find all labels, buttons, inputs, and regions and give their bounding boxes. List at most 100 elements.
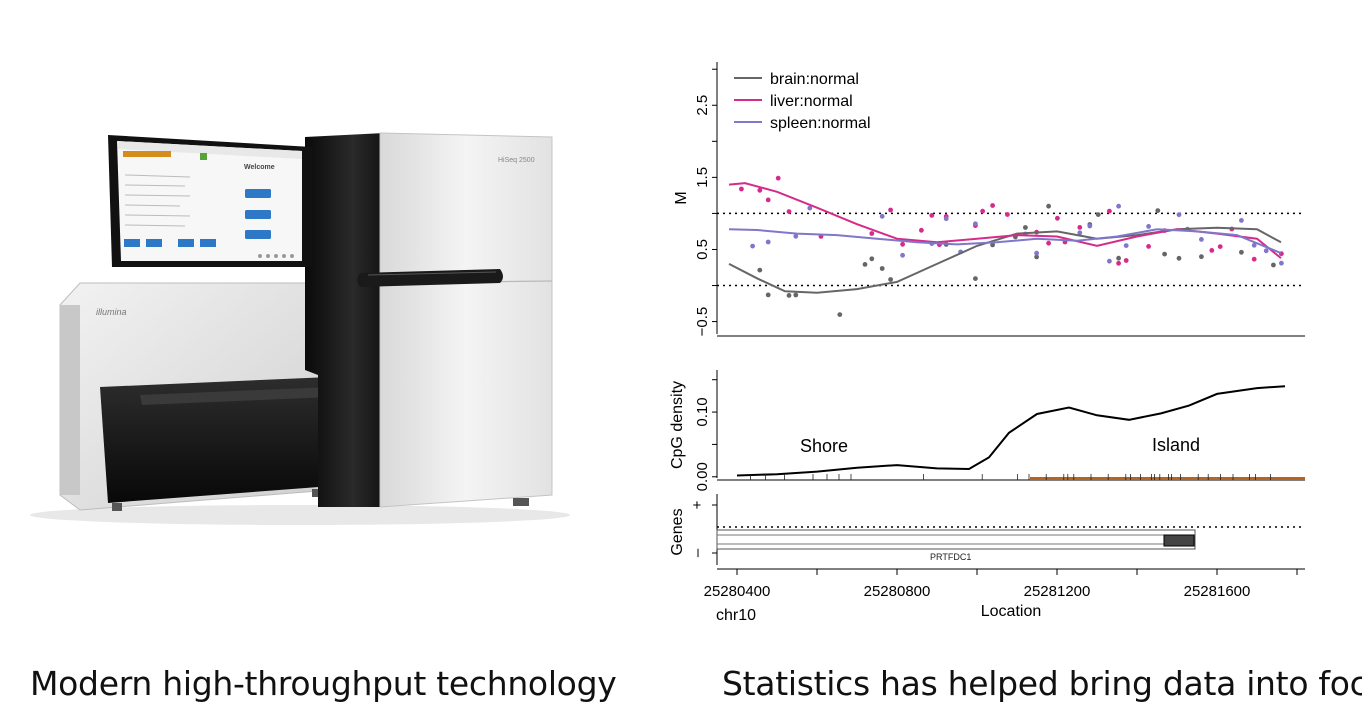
data-point-brain [990,242,995,248]
data-point-liver [1046,240,1051,246]
data-point-brain [786,293,792,298]
island-annotation: Island [1152,435,1200,455]
data-point-brain [869,256,875,262]
data-point-liver [869,231,875,236]
data-point-brain [1239,249,1244,255]
data-point-spleen [793,233,799,239]
data-point-spleen [1279,260,1284,266]
data-point-liver [1209,248,1215,253]
data-point-liver [1116,260,1121,266]
data-point-spleen [973,221,978,227]
m-tick-label: −0.5 [694,307,711,337]
left-caption: Modern high-throughput technology [30,664,617,703]
shore-annotation: Shore [800,436,848,456]
data-point-liver [1123,258,1129,263]
data-point-spleen [1034,250,1039,256]
data-point-brain [1095,212,1101,218]
methylation-figure: −0.5 0.5 1.5 2.5 M brain:normal liver:norma… [669,62,1305,624]
x-tick-label: 25281600 [1184,583,1251,600]
data-point-liver [1107,208,1112,214]
cpg-island-rug-bar [1030,477,1305,480]
screen-welcome: Welcome [244,164,275,171]
right-caption: Statistics has helped bring data into fo… [722,664,1362,703]
m-axis-label: M [673,191,690,204]
data-point-liver [1055,215,1060,221]
data-point-brain [1116,255,1121,261]
m-tick-label: 1.5 [694,167,711,188]
data-point-brain [862,262,868,267]
data-point-brain [1023,225,1028,230]
data-point-liver [1005,212,1010,217]
genes-plus-label: + [689,500,706,509]
x-tick-label: 25280800 [864,583,931,600]
data-point-brain [1155,208,1161,214]
data-point-spleen [750,243,755,249]
gene-body-outer [716,529,1196,550]
data-point-spleen [1077,230,1083,236]
data-point-spleen [1123,243,1129,249]
data-point-liver [919,227,924,233]
data-point-brain [888,277,893,282]
data-point-spleen [1176,212,1182,218]
data-point-spleen [1239,218,1244,223]
data-point-brain [837,312,843,317]
data-point-liver [1251,256,1257,262]
data-point-liver [929,213,935,218]
data-point-brain [765,292,771,298]
data-point-liver [775,175,781,181]
data-point-liver [765,197,771,203]
data-point-spleen [1263,248,1269,254]
cpg-density-line [736,385,1286,477]
data-point-brain [1271,262,1276,268]
data-point-liver [757,187,763,193]
data-point-brain [1162,251,1167,257]
data-point-liver [739,186,744,192]
cpg-tick-label: 0.00 [694,462,711,491]
genes-minus-label: – [689,548,706,557]
data-point-brain [1046,203,1051,209]
data-point-spleen [1146,224,1151,229]
data-point-liver [888,207,893,213]
m-tick-label: 0.5 [694,239,711,260]
data-point-spleen [807,205,813,211]
data-point-brain [879,266,885,271]
legend: brain:normal liver:normal spleen:normal [734,71,871,132]
data-point-liver [1077,225,1083,230]
brand-logo: illumina [96,307,127,317]
data-point-spleen [1087,223,1093,229]
cpg-axis-label: CpG density [669,381,686,469]
legend-spleen: spleen:normal [770,115,871,132]
gene-exon [1163,534,1195,547]
data-point-spleen [1199,237,1204,242]
cpg-tick-label: 0.10 [694,397,711,426]
data-point-spleen [1116,203,1121,209]
legend-liver: liver:normal [770,93,853,110]
data-point-liver [900,241,905,247]
legend-brain: brain:normal [770,71,859,88]
data-point-liver [990,203,995,208]
data-point-liver [1146,244,1151,249]
x-tick-label: 25280400 [704,583,771,600]
data-point-liver [786,209,792,215]
data-point-brain [1199,254,1204,260]
smooth-line-liver [728,182,1282,259]
data-point-spleen [1107,258,1112,264]
data-point-brain [793,292,799,298]
data-point-brain [757,267,763,273]
gene-label: PRTFDC1 [930,552,971,562]
m-tick-label: 2.5 [694,95,711,116]
data-point-liver [1217,244,1223,250]
chromosome-label: chr10 [716,607,756,624]
data-point-liver [980,208,985,214]
sequencer-illustration: illumina HiSeq 2500 Welcome [30,132,570,525]
data-point-brain [1034,254,1039,260]
x-tick-label: 25281200 [1024,583,1091,600]
data-point-spleen [1251,242,1257,248]
smooth-line-spleen [728,228,1282,255]
data-point-spleen [765,239,771,245]
smooth-line-brain [728,226,1282,294]
x-axis-label: Location [981,603,1042,620]
data-point-spleen [879,213,885,219]
data-point-spleen [900,252,905,258]
data-point-brain [1176,255,1182,261]
